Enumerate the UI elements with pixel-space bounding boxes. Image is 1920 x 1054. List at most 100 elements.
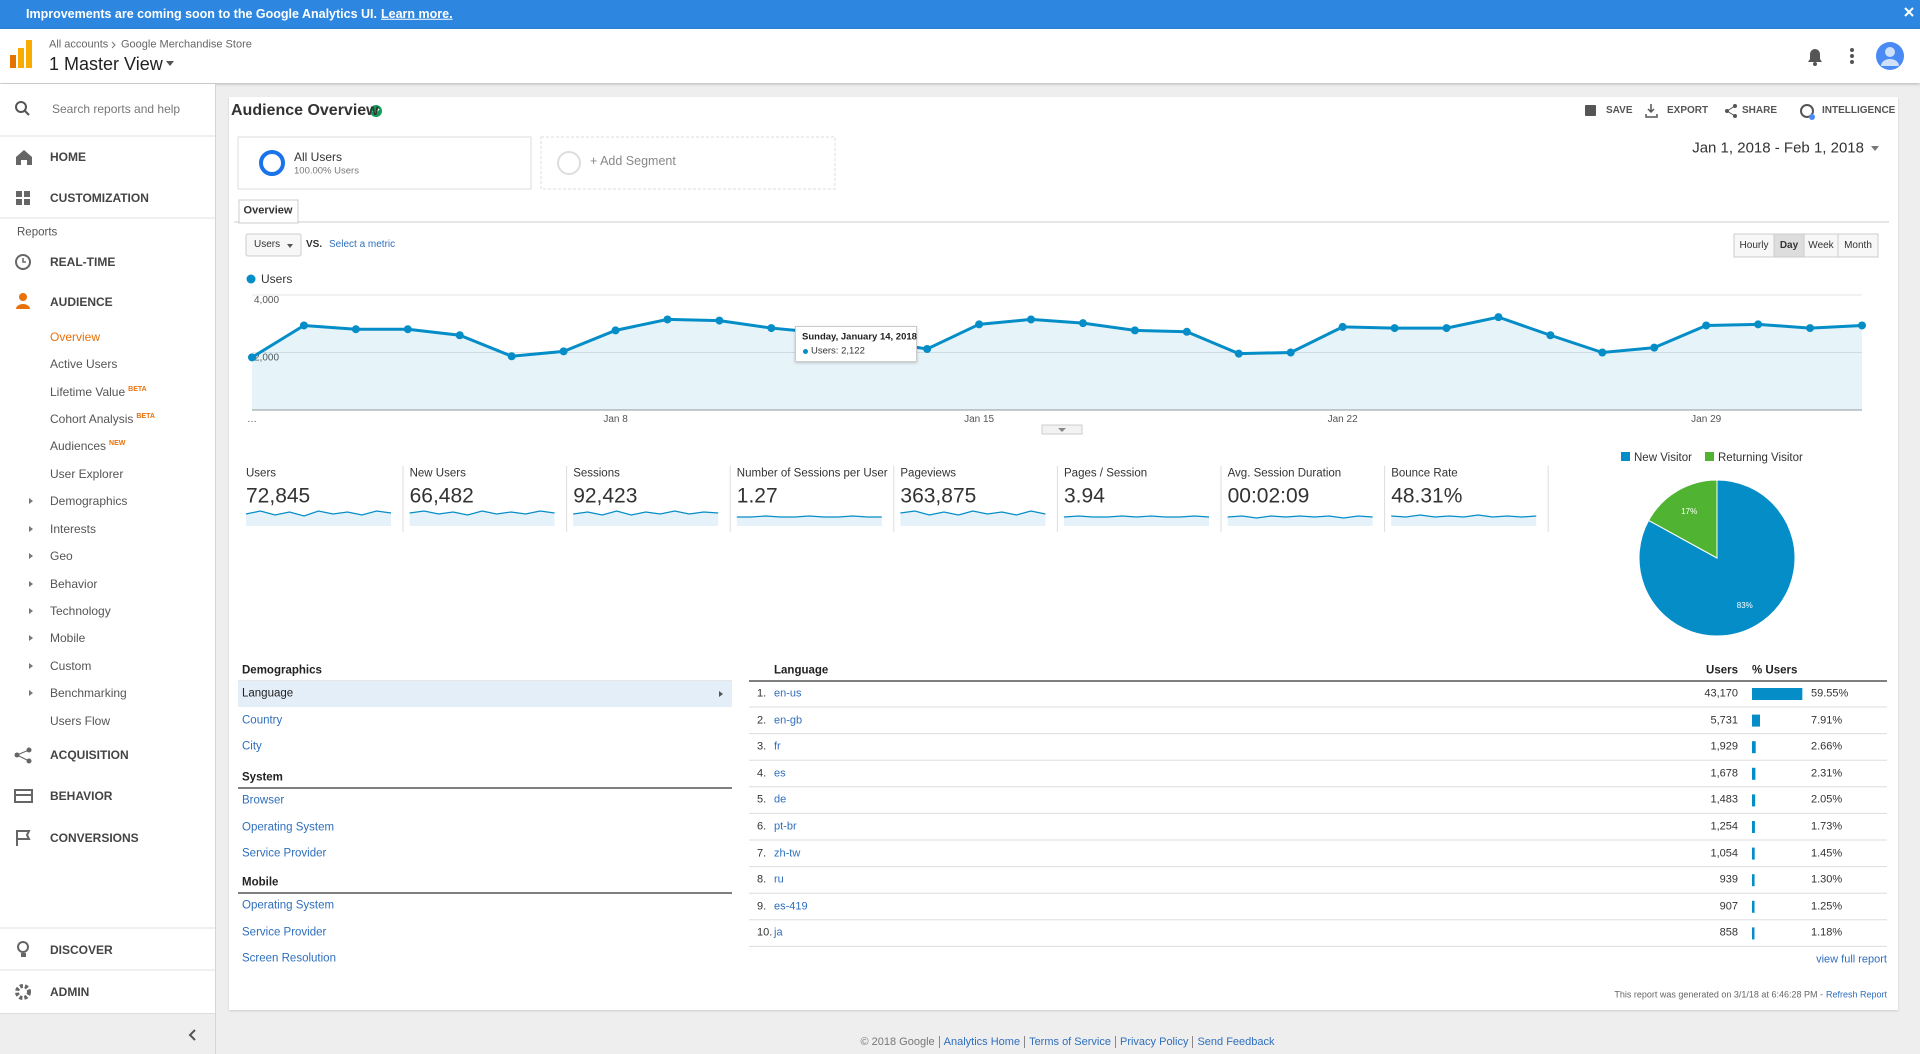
nav-subitem[interactable]: Technology: [50, 604, 111, 618]
banner-link[interactable]: Learn more.: [381, 6, 453, 21]
row-arrow: [719, 691, 723, 697]
x-tick-label: Jan 22: [1328, 414, 1358, 425]
row-name[interactable]: en-us: [774, 687, 802, 700]
row-name[interactable]: zh-tw: [774, 847, 801, 860]
granularity-label[interactable]: Day: [1779, 240, 1799, 251]
nav-subitem[interactable]: Overview: [50, 330, 101, 344]
action-button[interactable]: EXPORT: [1667, 105, 1709, 116]
nav-subitem[interactable]: Demographics: [50, 494, 128, 508]
breadcrumb[interactable]: Google Merchandise Store: [121, 38, 252, 51]
dimension-link[interactable]: Service Provider: [242, 925, 327, 938]
row-name[interactable]: pt-br: [774, 820, 797, 833]
row-name[interactable]: en-gb: [774, 714, 803, 727]
refresh-link[interactable]: Refresh Report: [1825, 989, 1887, 1000]
area: [252, 317, 1862, 410]
sparkline: [573, 510, 719, 516]
close-icon[interactable]: [1904, 7, 1914, 17]
nav-item[interactable]: DISCOVER: [50, 943, 113, 957]
action-button[interactable]: SAVE: [1606, 105, 1633, 116]
metric-dropdown[interactable]: [245, 233, 302, 257]
nav-item[interactable]: REAL-TIME: [50, 255, 116, 269]
select-metric[interactable]: Select a metric: [329, 239, 396, 250]
footer-link[interactable]: Analytics Home: [938, 1036, 1025, 1048]
nav-item[interactable]: AUDIENCE: [50, 295, 113, 309]
bell-icon[interactable]: [1808, 49, 1822, 66]
row-name[interactable]: fr: [774, 740, 781, 753]
pct-bar: [1752, 794, 1756, 807]
y-tick-label: 2,000: [254, 353, 279, 364]
pct-bar: [1752, 847, 1755, 860]
nav-item[interactable]: ADMIN: [50, 985, 90, 999]
granularity-label[interactable]: Week: [1808, 240, 1834, 251]
nav-subitem[interactable]: Mobile: [50, 631, 86, 645]
nav-subitem[interactable]: Cohort Analysis BETA: [50, 412, 155, 426]
dimension-link[interactable]: Operating System: [242, 899, 335, 912]
sidebar-collapse[interactable]: [0, 1013, 215, 1054]
vs-label: VS.: [306, 239, 323, 250]
more-icon[interactable]: [1850, 48, 1854, 64]
date-caret[interactable]: [1871, 146, 1879, 151]
view-caret[interactable]: [166, 61, 174, 66]
nav-subitem[interactable]: Benchmarking: [50, 686, 127, 700]
footer-link[interactable]: Privacy Policy: [1114, 1036, 1193, 1048]
expand-arrow: [29, 526, 33, 532]
nav-item[interactable]: HOME: [50, 150, 86, 164]
action-button[interactable]: SHARE: [1742, 105, 1778, 116]
nav-subitem[interactable]: Audiences NEW: [50, 439, 126, 453]
row-name[interactable]: es-419: [774, 900, 808, 913]
row-name[interactable]: es: [774, 767, 786, 780]
footer-link[interactable]: Send Feedback: [1192, 1036, 1279, 1048]
nav-item[interactable]: ACQUISITION: [50, 748, 129, 762]
dimension-link[interactable]: Screen Resolution: [242, 952, 336, 965]
granularity-label[interactable]: Hourly: [1739, 240, 1769, 251]
collapse-chevron[interactable]: [188, 1029, 196, 1041]
nav-subitem[interactable]: Active Users: [50, 357, 118, 371]
row-rank: 10.: [757, 926, 773, 939]
row-name[interactable]: ru: [774, 873, 784, 886]
view-full-report[interactable]: view full report: [1816, 953, 1887, 966]
point: [1806, 324, 1815, 333]
overview-tab[interactable]: [238, 199, 299, 224]
sparkline-area: [573, 511, 719, 526]
nav-subitem[interactable]: Custom: [50, 659, 92, 673]
nav-subitem[interactable]: Lifetime Value BETA: [50, 385, 147, 399]
dimension-link[interactable]: Language: [242, 687, 294, 700]
dimension-link[interactable]: Browser: [242, 794, 285, 807]
segment-box[interactable]: [237, 136, 532, 190]
action-button[interactable]: INTELLIGENCE: [1822, 105, 1896, 116]
pct-bar: [1752, 927, 1755, 940]
nav-item[interactable]: CONVERSIONS: [50, 831, 139, 845]
breadcrumb[interactable]: All accounts: [49, 38, 109, 51]
nav-subitem[interactable]: Behavior: [50, 577, 98, 591]
nav-item[interactable]: BEHAVIOR: [50, 789, 113, 803]
granularity-label[interactable]: Month: [1844, 240, 1872, 251]
nav-subitem[interactable]: Geo: [50, 549, 73, 563]
dimension-link[interactable]: Service Provider: [242, 847, 327, 860]
nav-subitem[interactable]: Users Flow: [50, 714, 111, 728]
view-selector[interactable]: 1 Master View: [49, 54, 163, 74]
row-name[interactable]: ja: [774, 926, 783, 939]
nav-item[interactable]: CUSTOMIZATION: [50, 191, 149, 205]
granularity-button[interactable]: [1837, 233, 1879, 258]
column-header: % Users: [1752, 664, 1798, 677]
tab-label[interactable]: Overview: [243, 204, 293, 217]
search-box[interactable]: Search reports and help: [52, 102, 181, 116]
expand-arrow: [29, 553, 33, 559]
dimension-link[interactable]: Country: [242, 713, 283, 726]
metric-select[interactable]: Users: [254, 239, 281, 250]
add-segment-box[interactable]: [540, 136, 836, 190]
add-segment[interactable]: + Add Segment: [590, 153, 676, 168]
nav-subitem[interactable]: Interests: [50, 522, 97, 536]
avatar[interactable]: [1876, 42, 1904, 70]
expand-arrow: [29, 690, 33, 696]
legend-label: Users: [261, 272, 292, 286]
row-rank: 8.: [757, 873, 767, 886]
dimension-link[interactable]: Operating System: [242, 820, 335, 833]
footer-link[interactable]: Terms of Service: [1024, 1036, 1115, 1048]
point: [559, 347, 568, 356]
date-range[interactable]: Jan 1, 2018 - Feb 1, 2018: [1692, 139, 1864, 157]
dimension-link[interactable]: City: [242, 740, 262, 753]
row-name[interactable]: de: [774, 793, 787, 806]
nav-subitem[interactable]: User Explorer: [50, 467, 124, 481]
